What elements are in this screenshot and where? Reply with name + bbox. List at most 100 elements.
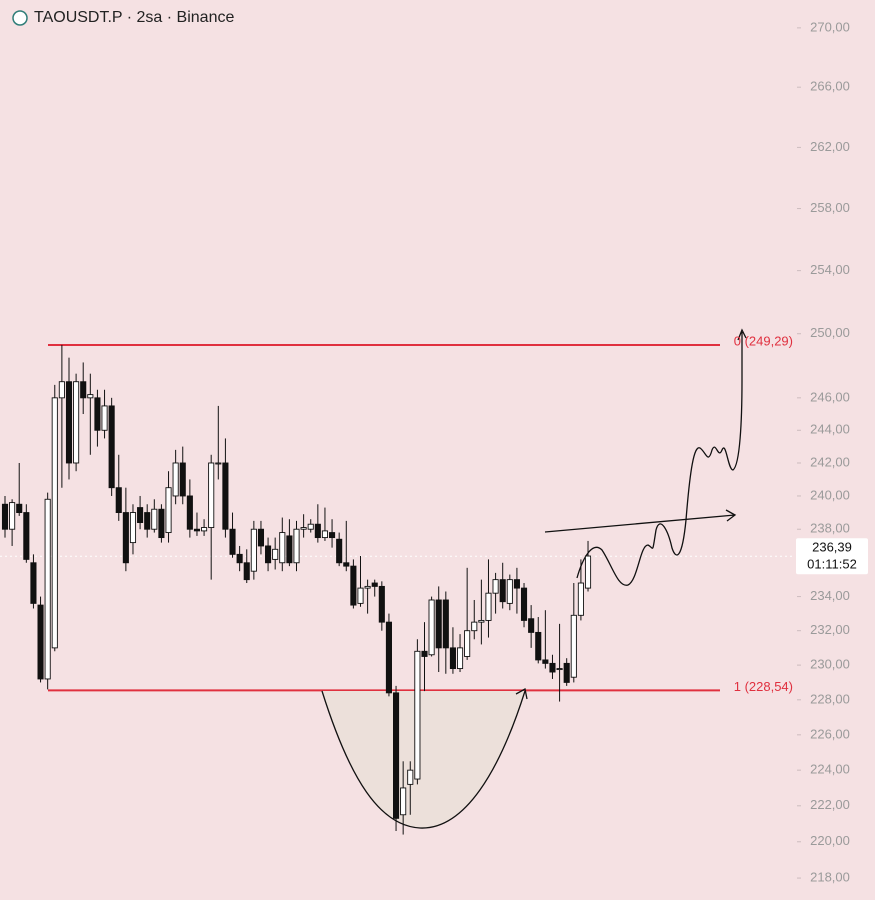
countdown-label: 01:11:52 xyxy=(807,557,857,572)
level-label: 0 (249,29) xyxy=(734,333,793,348)
y-tick-label: 232,00 xyxy=(810,622,850,637)
candle-body xyxy=(151,508,158,530)
candle-body xyxy=(535,631,542,661)
candle-body xyxy=(51,397,58,649)
candle-body xyxy=(265,545,272,564)
y-tick-label: 262,00 xyxy=(810,139,850,154)
candle-body xyxy=(30,562,37,604)
candle-body xyxy=(442,599,449,649)
level-label: 1 (228,54) xyxy=(734,679,793,694)
candle-body xyxy=(307,523,314,530)
chart-title: TAOUSDT.P · 2sa · Binance xyxy=(34,9,234,26)
y-tick-label: 270,00 xyxy=(810,19,850,34)
candle-body xyxy=(513,579,520,589)
candle-body xyxy=(528,618,535,633)
y-tick-label: 234,00 xyxy=(810,588,850,603)
candle-body xyxy=(165,487,172,534)
candle-body xyxy=(400,787,407,816)
candle-body xyxy=(122,512,129,564)
candle-body xyxy=(272,548,279,560)
candle-body xyxy=(58,381,65,399)
y-tick-label: 228,00 xyxy=(810,691,850,706)
candle-body xyxy=(300,527,307,530)
candle-body xyxy=(321,530,329,539)
candle-body xyxy=(23,512,30,560)
candle-body xyxy=(229,528,236,555)
candle-body xyxy=(343,562,350,567)
candle-body xyxy=(499,579,506,603)
candle-body xyxy=(563,662,570,683)
candle-body xyxy=(179,462,186,497)
candle-body xyxy=(115,487,122,514)
symbol-logo xyxy=(12,10,28,26)
y-tick-label: 224,00 xyxy=(810,762,850,777)
trend-arrow xyxy=(544,509,737,533)
candle-body xyxy=(456,647,464,670)
candle-body xyxy=(520,587,528,621)
candle-body xyxy=(428,599,435,656)
candle-body xyxy=(193,528,201,532)
cup-curve xyxy=(321,690,526,829)
last-price-box xyxy=(796,538,868,575)
cup-arrowhead xyxy=(515,687,528,700)
candle-body xyxy=(1,503,9,530)
candle-body xyxy=(186,495,193,530)
candle-body xyxy=(201,527,208,532)
candle-body xyxy=(293,528,300,564)
candle-body xyxy=(357,587,364,604)
candle-body xyxy=(87,394,94,399)
y-tick-label: 238,00 xyxy=(810,521,850,536)
candle-body xyxy=(393,692,400,819)
y-tick-label: 246,00 xyxy=(810,389,850,404)
candle-body xyxy=(94,397,101,431)
candle-body xyxy=(101,405,108,431)
candle-body xyxy=(449,647,456,670)
candle-body xyxy=(9,502,16,530)
candle-body xyxy=(172,462,179,497)
y-tick-label: 254,00 xyxy=(810,262,850,277)
candle-body xyxy=(158,508,165,539)
candle-body xyxy=(137,507,144,523)
last-price-label: 236,39 xyxy=(812,540,852,555)
candle-body xyxy=(208,462,215,529)
cup-fill xyxy=(322,691,525,829)
candle-body xyxy=(414,650,421,780)
candle-body xyxy=(464,630,471,657)
candle-body xyxy=(570,614,577,678)
candle-body xyxy=(371,582,378,587)
candle-body xyxy=(257,528,265,547)
y-tick-label: 242,00 xyxy=(810,454,850,469)
projection-path xyxy=(576,328,747,586)
candle-body xyxy=(385,621,392,694)
candle-body xyxy=(314,523,321,539)
candle-body xyxy=(80,381,87,399)
candle-body xyxy=(492,579,499,594)
candle-body xyxy=(73,381,80,464)
candle-body xyxy=(286,535,293,564)
y-tick-label: 218,00 xyxy=(810,870,850,885)
y-tick-label: 250,00 xyxy=(810,325,850,340)
y-tick-label: 266,00 xyxy=(810,79,850,94)
candle-body xyxy=(506,579,513,604)
candle-body xyxy=(108,405,115,489)
candle-body xyxy=(222,462,229,530)
y-tick-label: 222,00 xyxy=(810,797,850,812)
candle-body xyxy=(556,668,563,671)
candle-body xyxy=(37,604,44,680)
candle-body xyxy=(44,498,51,680)
candle-body xyxy=(129,512,137,544)
candle-body xyxy=(250,528,257,572)
candle-body xyxy=(549,662,556,673)
candle-body xyxy=(350,565,357,606)
candle-body xyxy=(542,659,549,664)
candle-body xyxy=(16,503,23,514)
candle-body xyxy=(478,619,485,623)
candle-body xyxy=(485,592,492,621)
candle-body xyxy=(364,585,371,589)
y-tick-label: 244,00 xyxy=(810,422,850,437)
candle-body xyxy=(577,582,584,616)
candle-body xyxy=(279,532,286,564)
candle-body xyxy=(336,538,343,564)
y-tick-label: 240,00 xyxy=(810,487,850,502)
